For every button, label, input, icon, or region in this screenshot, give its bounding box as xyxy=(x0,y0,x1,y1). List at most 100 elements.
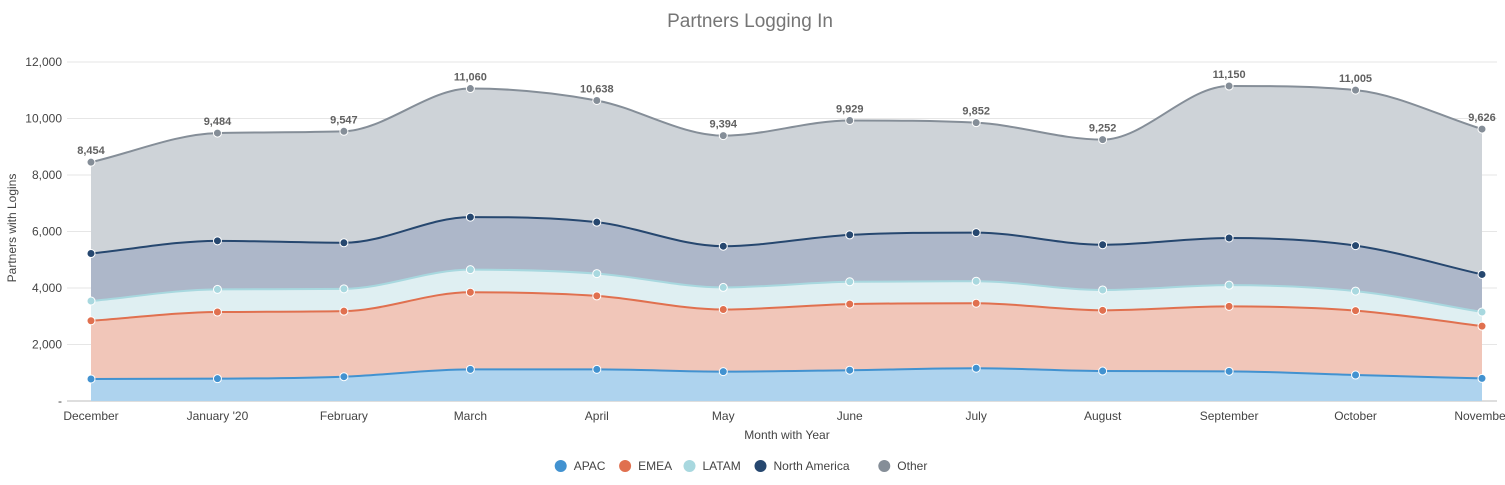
total-label-7: 9,852 xyxy=(962,106,990,118)
total-label-2: 9,547 xyxy=(330,114,358,126)
point-latam-3 xyxy=(465,265,475,275)
line-latam xyxy=(90,268,1483,313)
x-tick-label-november: November xyxy=(1454,409,1505,423)
point-latam-9 xyxy=(1224,280,1234,290)
total-label-8: 9,252 xyxy=(1089,123,1117,135)
point-other-3 xyxy=(465,84,475,94)
point-apac-8 xyxy=(1098,366,1108,376)
point-latam-4 xyxy=(592,269,602,279)
point-apac-4 xyxy=(592,364,602,374)
point-emea-9 xyxy=(1224,301,1234,311)
x-tick-label-may: May xyxy=(712,409,735,423)
area-emea xyxy=(91,292,1482,379)
total-labels: 8,454 9,484 9,547 11,060 10,638 9,394 9,929 9,8… xyxy=(77,69,1496,157)
line-apac xyxy=(90,367,1483,380)
point-emea-2 xyxy=(339,306,349,316)
point-latam-0 xyxy=(86,296,96,306)
point-emea-3 xyxy=(465,287,475,297)
point-latam-1 xyxy=(212,284,222,294)
x-tick-label-july: July xyxy=(966,409,987,423)
y-axis-title: Partners with Logins xyxy=(5,174,19,283)
point-north-america-10 xyxy=(1351,241,1361,251)
legend-label-apac: APAC xyxy=(574,459,606,473)
total-label-1: 9,484 xyxy=(204,116,232,128)
x-tick-label-october: October xyxy=(1334,409,1377,423)
x-axis: December January '20 February March April May… xyxy=(63,409,1505,423)
series-lines xyxy=(90,85,1483,380)
point-apac-11 xyxy=(1477,373,1487,383)
stacked-areas xyxy=(91,86,1482,401)
point-north-america-9 xyxy=(1224,233,1234,243)
total-label-4: 10,638 xyxy=(580,83,614,95)
point-latam-6 xyxy=(845,277,855,287)
point-apac-1 xyxy=(212,374,222,384)
legend-marker-latam xyxy=(683,460,696,472)
point-emea-7 xyxy=(971,298,981,308)
point-emea-8 xyxy=(1098,305,1108,315)
point-emea-5 xyxy=(718,304,728,314)
legend-marker-north-america xyxy=(754,460,767,472)
point-emea-10 xyxy=(1351,306,1361,316)
point-north-america-2 xyxy=(339,238,349,248)
legend-label-emea: EMEA xyxy=(638,459,672,473)
point-north-america-8 xyxy=(1098,240,1108,250)
total-label-11: 9,626 xyxy=(1468,112,1496,124)
data-points xyxy=(86,81,1487,384)
y-tick-label-4000: 4,000 xyxy=(32,281,62,295)
point-latam-11 xyxy=(1477,307,1487,317)
line-emea xyxy=(90,291,1483,328)
x-tick-label-march: March xyxy=(454,409,487,423)
point-north-america-3 xyxy=(465,212,475,222)
y-tick-label-0: - xyxy=(58,394,62,408)
point-emea-4 xyxy=(592,291,602,301)
point-north-america-6 xyxy=(845,230,855,240)
point-emea-0 xyxy=(86,316,96,326)
y-tick-label-8000: 8,000 xyxy=(32,168,62,182)
point-other-6 xyxy=(845,116,855,126)
legend-label-north-america: North America xyxy=(774,459,850,473)
point-apac-5 xyxy=(718,367,728,377)
point-other-8 xyxy=(1098,135,1108,145)
total-label-3: 11,060 xyxy=(454,72,487,84)
total-label-9: 11,150 xyxy=(1213,69,1246,81)
point-apac-6 xyxy=(845,365,855,375)
point-latam-10 xyxy=(1351,286,1361,296)
x-tick-label-january-20: January '20 xyxy=(187,409,249,423)
point-north-america-5 xyxy=(718,241,728,251)
y-tick-label-6000: 6,000 xyxy=(32,225,62,239)
point-latam-5 xyxy=(718,282,728,292)
y-tick-label-2000: 2,000 xyxy=(32,338,62,352)
total-label-5: 9,394 xyxy=(710,119,738,131)
line-other xyxy=(90,85,1483,164)
total-label-0: 8,454 xyxy=(77,145,105,157)
point-emea-6 xyxy=(845,299,855,309)
total-label-10: 11,005 xyxy=(1339,73,1372,85)
y-tick-label-12000: 12,000 xyxy=(25,55,62,69)
point-north-america-0 xyxy=(86,249,96,259)
line-north-america xyxy=(90,216,1483,276)
chart-title: Partners Logging In xyxy=(667,11,833,32)
x-axis-title: Month with Year xyxy=(744,428,829,442)
point-north-america-1 xyxy=(212,236,222,246)
point-apac-7 xyxy=(971,363,981,373)
area-apac xyxy=(91,368,1482,401)
x-tick-label-june: June xyxy=(837,409,863,423)
point-latam-8 xyxy=(1098,285,1108,295)
legend: APAC EMEA LATAM North America Other xyxy=(554,459,927,473)
x-tick-label-august: August xyxy=(1084,409,1122,423)
point-apac-0 xyxy=(86,374,96,384)
point-apac-2 xyxy=(339,372,349,382)
legend-label-latam: LATAM xyxy=(703,459,741,473)
legend-marker-other xyxy=(878,460,891,472)
legend-label-other: Other xyxy=(897,459,927,473)
total-label-6: 9,929 xyxy=(836,104,864,116)
point-other-2 xyxy=(339,126,349,136)
point-north-america-7 xyxy=(971,228,981,238)
x-tick-label-september: September xyxy=(1200,409,1259,423)
point-emea-1 xyxy=(212,307,222,317)
point-latam-2 xyxy=(339,284,349,294)
point-apac-9 xyxy=(1224,366,1234,376)
legend-marker-emea xyxy=(619,460,632,472)
x-tick-label-february: February xyxy=(320,409,368,423)
